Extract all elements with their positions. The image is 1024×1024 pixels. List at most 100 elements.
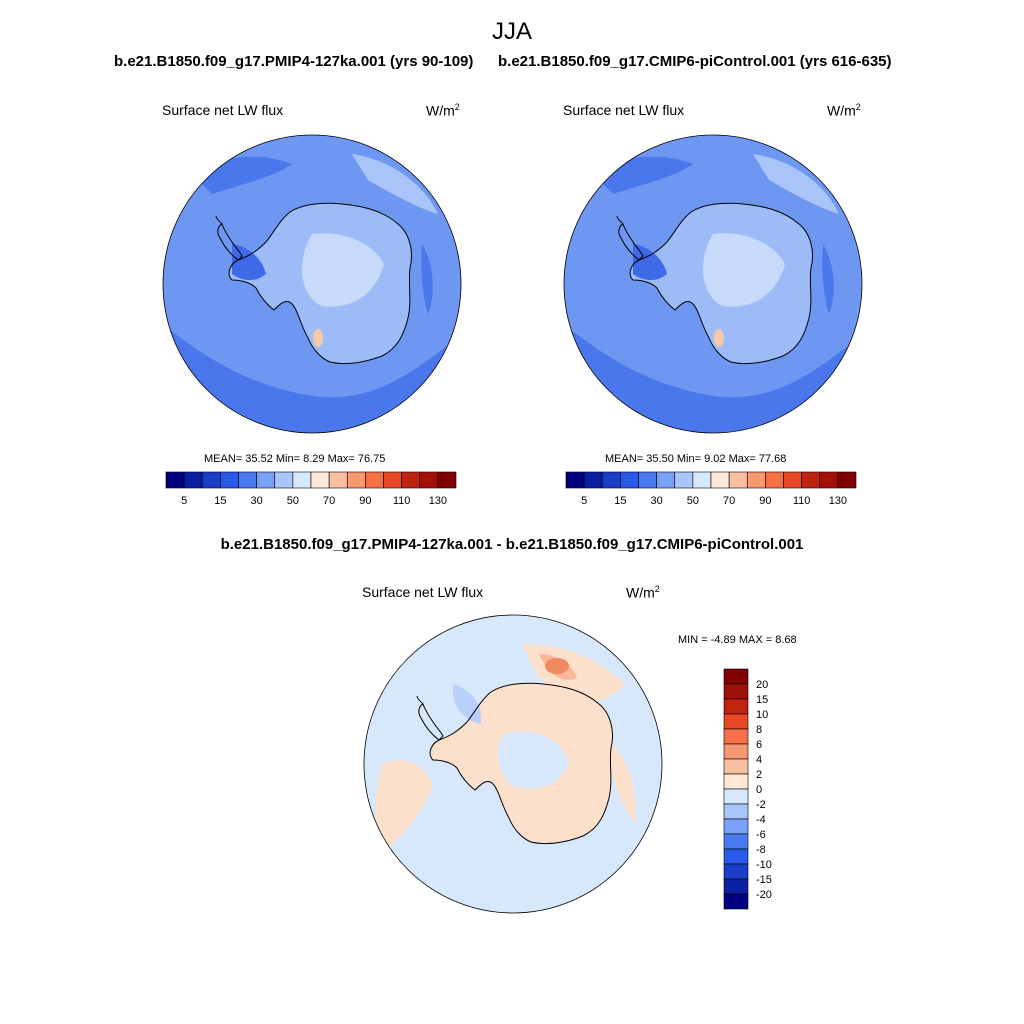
panel1-colorbar: 5 15 30 50 70 90 110 130 (165, 471, 457, 507)
panel1-mean-label: MEAN= (204, 453, 243, 465)
panel2-title: b.e21.B1850.f09_g17.CMIP6-piControl.001 … (498, 53, 892, 70)
panel2-mean-value: 35.50 (646, 453, 674, 465)
panel1-units-exp: 2 (454, 102, 460, 112)
panel2-min-value: 9.02 (704, 453, 726, 465)
ross-shelf-warm-spot (313, 329, 323, 347)
panel2-map (563, 134, 863, 434)
colorbar-tick-label: 15 (214, 495, 226, 507)
colorbar-box (819, 471, 839, 489)
diff-variable-label: Surface net LW flux (362, 584, 484, 600)
colorbar-tick-label: 130 (829, 495, 847, 507)
colorbar-box (201, 471, 221, 489)
colorbar-tick-label: 10 (756, 709, 768, 721)
colorbar-box (723, 833, 749, 850)
diff-title: b.e21.B1850.f09_g17.PMIP4-127ka.001 - b.… (220, 536, 804, 553)
colorbar-box (383, 471, 402, 489)
colorbar-tick-label: -6 (756, 829, 766, 841)
colorbar-tick-label: 20 (756, 679, 768, 691)
colorbar-box (346, 471, 366, 489)
map-boundary (363, 614, 663, 914)
colorbar-tick-label: 70 (723, 495, 735, 507)
panel1-variable-label: Surface net LW flux (162, 102, 284, 118)
colorbar-box (723, 803, 749, 820)
colorbar-box (220, 471, 239, 489)
colorbar-box (565, 471, 585, 489)
colorbar-box (165, 471, 185, 489)
colorbar-box (601, 471, 621, 489)
colorbar-tick-label: 130 (429, 495, 447, 507)
panel1-map (162, 134, 462, 434)
diff-neg-patch (452, 684, 482, 724)
colorbar-box (723, 743, 749, 760)
colorbar-tick-label: 70 (323, 495, 335, 507)
diff-interior-neutral (498, 731, 569, 790)
colorbar-box (437, 471, 457, 489)
colorbar-box (723, 788, 749, 805)
colorbar-tick-label: 90 (359, 495, 371, 507)
colorbar-box (419, 471, 439, 489)
panel2-min-label: Min= (676, 453, 702, 465)
ocean-dark-east (822, 244, 834, 314)
diff-units-exp: 2 (654, 584, 660, 594)
colorbar-box (620, 471, 639, 489)
coastline (228, 202, 412, 365)
peninsula-tip (616, 215, 624, 225)
ross-shelf-warm-spot (714, 329, 724, 347)
colorbar-box (746, 471, 766, 489)
panel1-max-label: Max= (327, 453, 355, 465)
colorbar-box (728, 471, 748, 489)
panel1-units-base: W/m (426, 102, 455, 119)
colorbar-tick-label: 50 (287, 495, 299, 507)
peninsula-coastline (217, 223, 243, 261)
colorbar-tick-label: 110 (793, 495, 811, 507)
diff-max-value: 8.68 (775, 634, 797, 646)
panel2-units: W/m2 (827, 102, 861, 119)
panel1-units: W/m2 (426, 102, 460, 119)
colorbar-box (183, 471, 203, 489)
colorbar-tick-label: -15 (756, 874, 772, 886)
colorbar-box (638, 471, 657, 489)
peninsula-coastline (618, 223, 644, 261)
colorbar-box (310, 471, 330, 489)
colorbar-tick-label: 0 (756, 784, 762, 796)
coastline (429, 682, 613, 845)
panel2-colorbar: 5 15 30 50 70 90 110 130 (565, 471, 857, 507)
colorbar-tick-label: 15 (614, 495, 626, 507)
diff-min-value: -4.89 (710, 634, 736, 646)
colorbar-box (328, 471, 348, 489)
ocean-dark-band (163, 324, 461, 433)
map-field (163, 135, 461, 433)
colorbar-box (274, 471, 294, 489)
ocean-dark-east (421, 244, 433, 314)
diff-pos-west (375, 760, 433, 854)
ocean-light-patch (352, 154, 438, 214)
diff-stats: MIN = -4.89 MAX = 8.68 (678, 634, 797, 646)
colorbar-box (723, 773, 749, 790)
peninsula-tip (215, 215, 223, 225)
diff-map (363, 614, 663, 914)
colorbar-box (692, 471, 712, 489)
colorbar-tick-label: 8 (756, 724, 762, 736)
colorbar-box (723, 878, 749, 895)
diff-pos-east (603, 734, 636, 824)
colorbar-box (783, 471, 802, 489)
panel2-max-label: Max= (728, 453, 756, 465)
colorbar-tick-label: 50 (687, 495, 699, 507)
colorbar-tick-label: -8 (756, 844, 766, 856)
colorbar-box (292, 471, 312, 489)
coastline (629, 202, 813, 365)
colorbar-box (723, 818, 749, 835)
diff-pos3-core (545, 658, 569, 674)
colorbar-box (723, 713, 749, 730)
ocean-light-patch (753, 154, 839, 214)
ice-light-interior (702, 233, 785, 307)
map-field (364, 615, 662, 913)
panel2-max-value: 77.68 (758, 453, 787, 465)
colorbar-tick-label: 5 (181, 495, 187, 507)
colorbar-tick-label: 6 (756, 739, 762, 751)
map-boundary (162, 134, 462, 434)
panel2-stats: MEAN= 35.50 Min= 9.02 Max= 77.68 (605, 453, 786, 465)
colorbar-tick-label: 90 (759, 495, 771, 507)
panel1-title: b.e21.B1850.f09_g17.PMIP4-127ka.001 (yrs… (114, 53, 474, 70)
